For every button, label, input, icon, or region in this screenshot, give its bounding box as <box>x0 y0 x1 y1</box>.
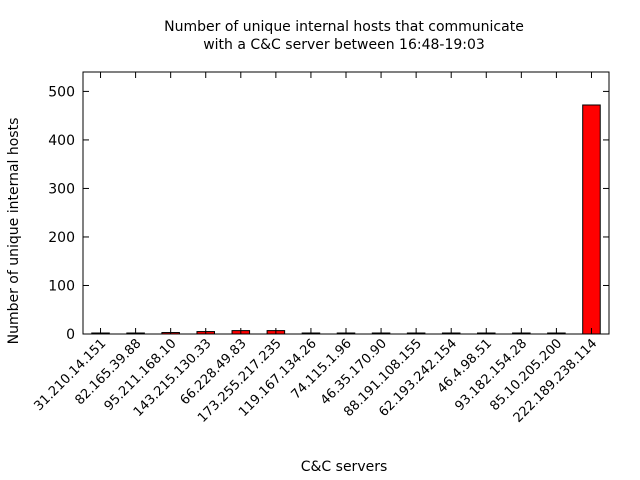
y-tick-label: 0 <box>66 327 75 343</box>
x-axis-ticks: 31.210.14.15182.165.39.8895.211.168.1014… <box>32 72 600 426</box>
x-axis-label: C&C servers <box>301 459 388 475</box>
y-tick-label: 200 <box>48 230 75 246</box>
bar <box>582 104 601 335</box>
y-tick-label: 300 <box>48 181 75 197</box>
y-tick-label: 400 <box>48 133 75 149</box>
y-tick-label: 500 <box>48 84 75 100</box>
y-tick-label: 100 <box>48 278 75 294</box>
chart-title-line-1: Number of unique internal hosts that com… <box>164 19 524 35</box>
y-axis-label: Number of unique internal hosts <box>6 118 22 345</box>
y-axis-ticks: 0 100 200 300 400 500 <box>48 84 609 343</box>
plot-area-frame <box>82 71 610 335</box>
bars <box>91 104 601 335</box>
chart-title-line-2: with a C&C server between 16:48-19:03 <box>203 37 485 53</box>
